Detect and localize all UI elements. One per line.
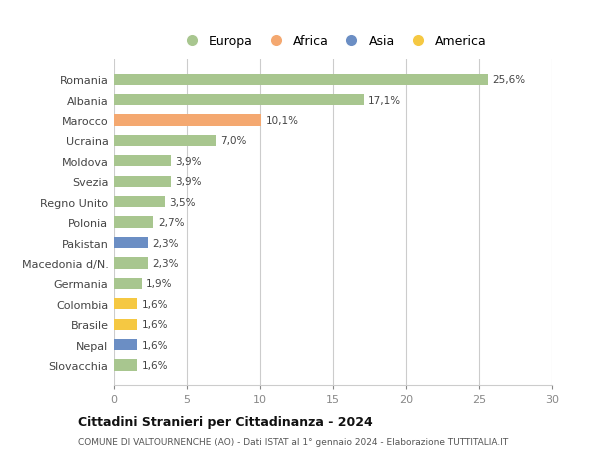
Text: 2,3%: 2,3% [152,258,178,269]
Text: 1,9%: 1,9% [146,279,173,289]
Text: Cittadini Stranieri per Cittadinanza - 2024: Cittadini Stranieri per Cittadinanza - 2… [78,415,373,428]
Bar [114,156,171,167]
Text: 17,1%: 17,1% [368,95,401,106]
Text: 3,9%: 3,9% [175,157,202,167]
Text: 25,6%: 25,6% [492,75,525,85]
Text: 2,7%: 2,7% [158,218,184,228]
Bar [114,359,137,371]
Bar [114,115,262,126]
Text: 10,1%: 10,1% [266,116,299,126]
Bar [114,298,137,310]
Legend: Europa, Africa, Asia, America: Europa, Africa, Asia, America [174,30,492,53]
Text: 3,5%: 3,5% [169,197,196,207]
Text: 1,6%: 1,6% [142,299,168,309]
Bar [114,95,364,106]
Bar [114,217,154,228]
Bar [114,319,137,330]
Text: 3,9%: 3,9% [175,177,202,187]
Text: 1,6%: 1,6% [142,360,168,370]
Bar [114,339,137,350]
Text: COMUNE DI VALTOURNENCHE (AO) - Dati ISTAT al 1° gennaio 2024 - Elaborazione TUTT: COMUNE DI VALTOURNENCHE (AO) - Dati ISTA… [78,437,508,446]
Bar [114,74,488,86]
Text: 1,6%: 1,6% [142,340,168,350]
Bar [114,176,171,187]
Text: 7,0%: 7,0% [221,136,247,146]
Bar [114,237,148,249]
Bar [114,135,216,147]
Text: 2,3%: 2,3% [152,238,178,248]
Bar [114,278,142,289]
Bar [114,258,148,269]
Bar [114,196,165,208]
Text: 1,6%: 1,6% [142,319,168,330]
